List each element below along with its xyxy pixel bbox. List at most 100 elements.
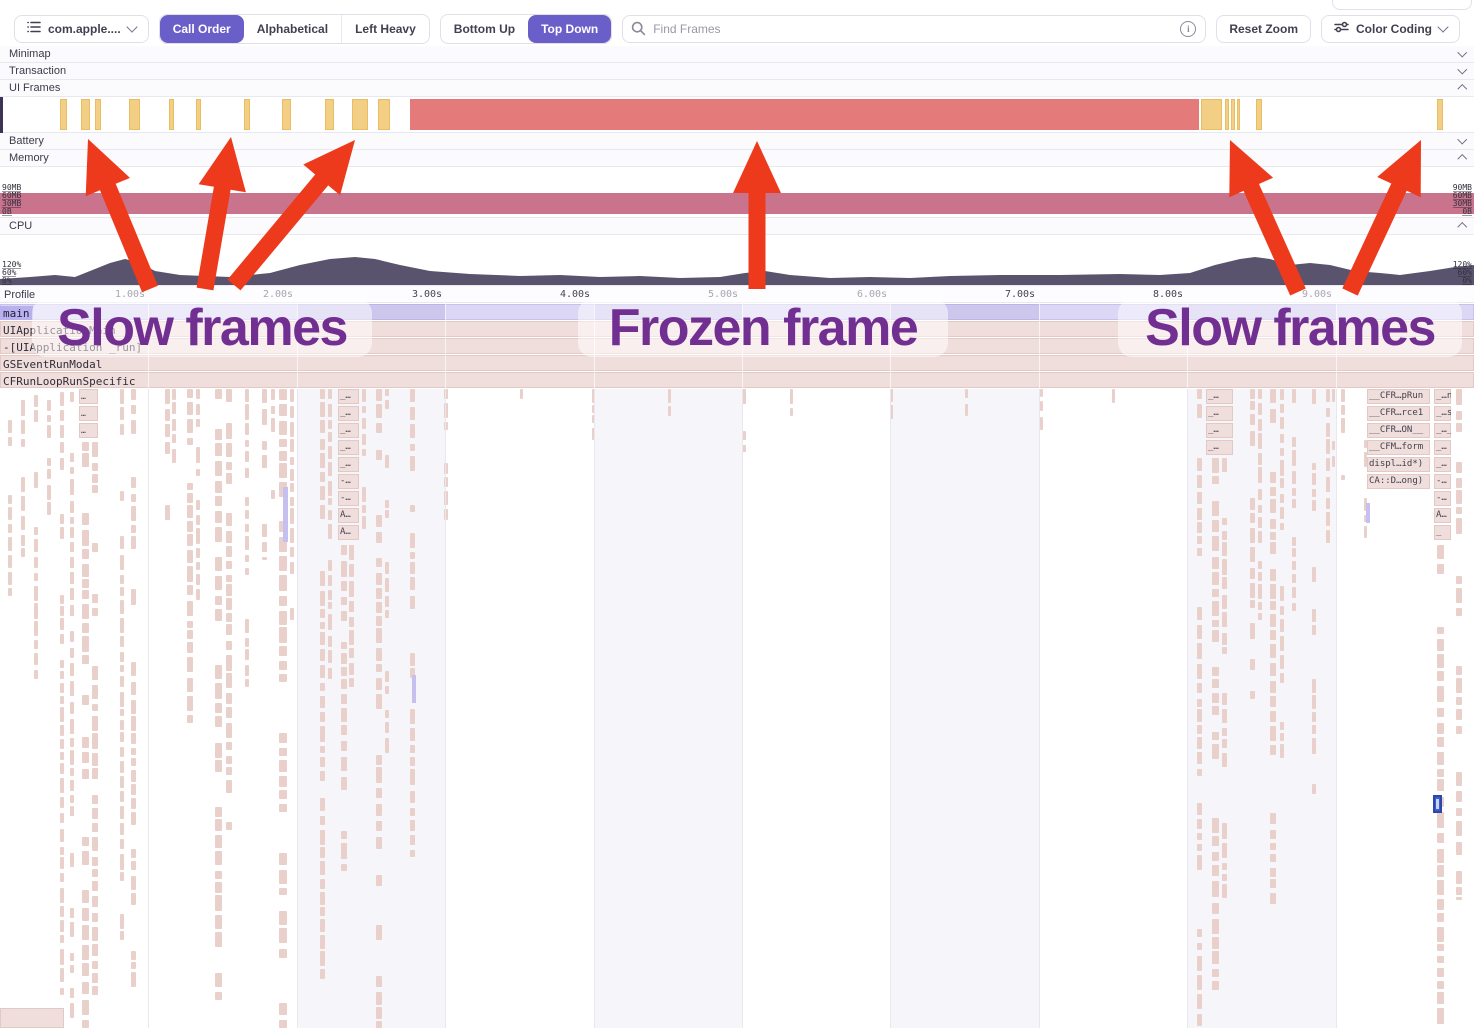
direction-option-bottom-up[interactable]: Bottom Up [453, 21, 516, 36]
call-stack-bar[interactable] [1437, 545, 1444, 560]
call-stack-bar[interactable] [60, 527, 64, 539]
call-stack-bar[interactable] [82, 963, 89, 976]
call-stack-bar[interactable] [70, 631, 74, 643]
call-stack-bar[interactable] [320, 879, 325, 889]
call-stack-bar[interactable] [92, 474, 98, 483]
frame-label-box[interactable]: _… [1206, 406, 1233, 421]
call-stack-bar[interactable] [262, 455, 267, 468]
call-stack-bar[interactable] [341, 756, 347, 771]
call-stack-bar[interactable] [1364, 497, 1367, 512]
call-stack-bar[interactable] [1437, 865, 1444, 878]
call-stack-bar[interactable] [742, 389, 746, 405]
call-stack-bar[interactable] [1270, 829, 1276, 840]
call-stack-bar[interactable] [444, 403, 448, 418]
call-stack-bar[interactable] [1258, 418, 1262, 431]
call-stack-bar[interactable] [60, 873, 64, 883]
call-stack-bar[interactable] [362, 389, 366, 402]
call-stack-bar[interactable] [165, 423, 170, 438]
call-stack-bar[interactable] [444, 477, 448, 487]
call-stack-bar[interactable] [1437, 779, 1444, 792]
call-stack-bar[interactable] [70, 452, 74, 462]
call-stack-bar[interactable] [1197, 403, 1202, 418]
call-stack-bar[interactable] [320, 401, 325, 418]
call-stack-bar[interactable] [1437, 563, 1444, 574]
call-stack-bar[interactable] [410, 562, 415, 574]
call-stack-bar[interactable] [131, 699, 136, 714]
call-stack-bar[interactable] [279, 575, 287, 591]
call-stack-bar[interactable] [279, 1019, 287, 1028]
call-stack-bar[interactable] [187, 630, 193, 639]
call-stack-bar[interactable] [376, 754, 382, 765]
call-stack-bar[interactable] [520, 389, 523, 400]
call-stack-bar[interactable] [120, 617, 124, 633]
call-stack-bar[interactable] [131, 404, 136, 415]
call-stack-bar[interactable] [120, 490, 124, 502]
call-stack-bar[interactable] [1212, 571, 1219, 585]
call-stack-bar[interactable] [376, 615, 382, 626]
call-stack-bar[interactable] [60, 425, 64, 438]
call-stack-bar[interactable] [410, 389, 415, 402]
call-stack-bar[interactable] [1437, 943, 1444, 951]
call-stack-bar[interactable] [1197, 942, 1202, 951]
call-stack-bar[interactable] [34, 572, 38, 581]
call-stack-bar[interactable] [1197, 768, 1202, 777]
call-stack-bar[interactable] [444, 462, 448, 475]
call-stack-bar[interactable] [1197, 751, 1202, 764]
call-stack-bar[interactable] [8, 420, 12, 434]
call-stack-bar[interactable] [82, 513, 89, 525]
call-stack-bar[interactable] [1258, 602, 1262, 610]
call-stack-bar[interactable] [60, 606, 64, 617]
call-stack-bar[interactable] [1197, 709, 1202, 722]
frame-label-box[interactable]: _…_ [1434, 423, 1451, 438]
call-stack-bar[interactable] [1326, 529, 1330, 544]
call-stack-bar[interactable] [1280, 636, 1284, 652]
call-stack-bar[interactable] [70, 852, 74, 867]
call-stack-bar[interactable] [320, 649, 325, 662]
call-stack-bar[interactable] [1222, 647, 1227, 655]
call-stack-bar[interactable] [1250, 658, 1255, 671]
call-stack-bar[interactable] [376, 678, 382, 691]
call-stack-bar[interactable] [320, 621, 325, 630]
call-stack-bar[interactable] [320, 664, 325, 678]
call-stack-bar[interactable] [131, 849, 136, 858]
call-stack-bar[interactable] [1456, 887, 1462, 895]
call-stack-bar[interactable] [320, 609, 325, 619]
call-stack-bar[interactable] [1326, 423, 1330, 437]
call-stack-bar[interactable] [790, 389, 793, 404]
call-stack-bar[interactable] [226, 766, 232, 775]
call-stack-bar[interactable] [120, 664, 124, 672]
call-stack-bar[interactable] [1270, 487, 1276, 496]
call-stack-bar[interactable] [320, 815, 325, 826]
call-stack-bar[interactable] [196, 528, 200, 544]
call-stack-bar[interactable] [1326, 439, 1330, 454]
call-stack-bar[interactable] [349, 678, 354, 688]
call-stack-bar[interactable] [320, 712, 325, 722]
call-stack-bar[interactable] [60, 514, 64, 525]
call-stack-bar[interactable] [1197, 928, 1202, 938]
section-header-transaction[interactable]: Transaction [0, 63, 1474, 80]
call-stack-bar[interactable] [226, 692, 232, 704]
call-stack-bar[interactable] [1292, 471, 1296, 484]
call-stack-bar[interactable] [131, 950, 136, 960]
call-stack-bar[interactable] [1326, 457, 1330, 472]
call-stack-bar[interactable] [131, 476, 136, 489]
call-stack-bar[interactable] [410, 551, 415, 560]
call-stack-bar[interactable] [668, 389, 671, 403]
call-stack-bar[interactable] [1197, 833, 1202, 841]
call-stack-bar[interactable] [1456, 771, 1462, 787]
call-stack-bar[interactable] [60, 706, 64, 722]
frame-label-box[interactable]: A… [338, 508, 359, 523]
call-stack-bar[interactable] [376, 924, 382, 941]
call-stack-bar[interactable] [1222, 823, 1227, 839]
call-stack-bar[interactable] [1292, 587, 1296, 599]
call-stack-bar[interactable] [1250, 582, 1255, 598]
call-stack-bar[interactable] [1197, 536, 1202, 545]
call-stack-bar[interactable] [1222, 531, 1227, 540]
call-stack-bar[interactable] [70, 466, 74, 474]
call-stack-bar[interactable] [385, 400, 389, 409]
call-stack-bar[interactable] [215, 389, 222, 399]
call-stack-bar[interactable] [320, 907, 325, 916]
call-stack-bar[interactable] [1258, 389, 1262, 399]
call-stack-bar[interactable] [131, 506, 136, 521]
call-stack-bar[interactable] [376, 1021, 382, 1028]
